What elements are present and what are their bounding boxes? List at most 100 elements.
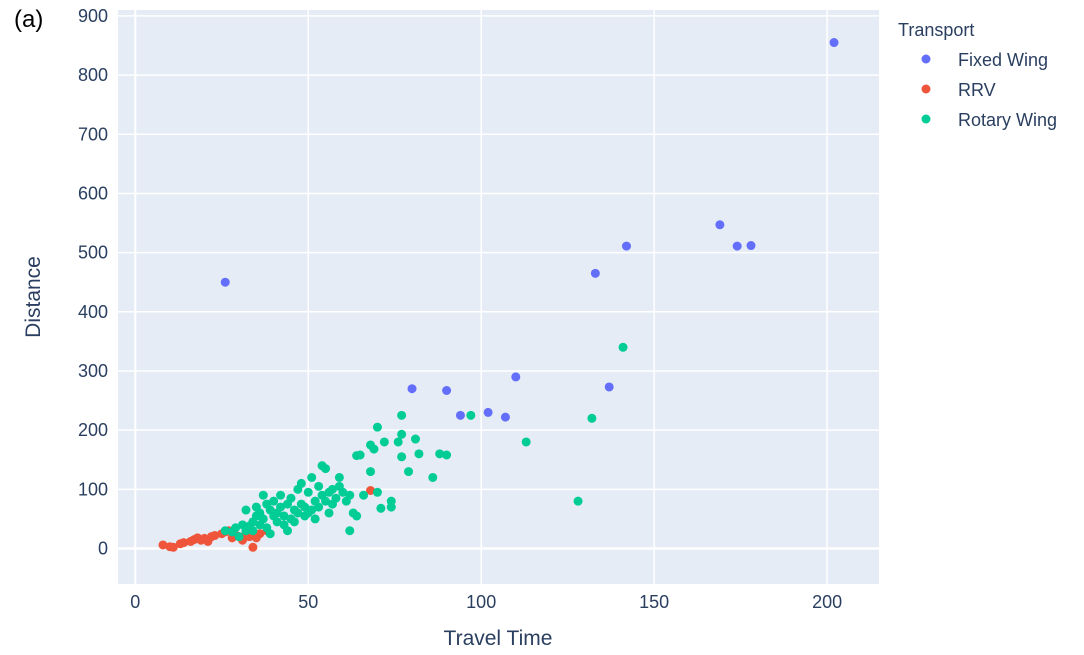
point-rotary-wing xyxy=(393,437,403,447)
point-rotary-wing xyxy=(345,490,355,500)
point-rotary-wing xyxy=(366,467,376,477)
point-fixed-wing xyxy=(442,385,452,395)
point-rrv xyxy=(168,542,178,552)
point-rotary-wing xyxy=(248,526,258,536)
legend-marker-fixed-wing xyxy=(921,54,931,64)
point-rotary-wing xyxy=(296,478,306,488)
point-rotary-wing xyxy=(521,437,531,447)
point-fixed-wing xyxy=(220,277,230,287)
y-tick-labels: 0 100 200 300 400 500 600 700 800 900 xyxy=(78,6,108,559)
point-rotary-wing xyxy=(265,529,275,539)
x-tick-label: 200 xyxy=(812,592,842,612)
point-fixed-wing xyxy=(621,241,631,251)
point-rotary-wing xyxy=(428,472,438,482)
point-rotary-wing xyxy=(410,434,420,444)
point-rotary-wing xyxy=(276,490,286,500)
point-rotary-wing xyxy=(314,502,324,512)
point-rotary-wing xyxy=(372,487,382,497)
legend-marker-rrv xyxy=(921,84,931,94)
y-tick-label: 600 xyxy=(78,183,108,203)
panel-label: (a) xyxy=(14,6,44,33)
point-fixed-wing xyxy=(590,268,600,278)
point-rotary-wing xyxy=(355,450,365,460)
point-rotary-wing xyxy=(324,508,334,518)
y-gridlines xyxy=(118,15,879,550)
y-tick-label: 500 xyxy=(78,243,108,263)
legend-label-rotary-wing: Rotary Wing xyxy=(958,110,1057,130)
x-tick-label: 0 xyxy=(130,592,140,612)
point-rotary-wing xyxy=(279,511,289,521)
point-rotary-wing xyxy=(258,514,268,524)
point-rotary-wing xyxy=(379,437,389,447)
point-rotary-wing xyxy=(303,487,313,497)
y-tick-label: 200 xyxy=(78,420,108,440)
point-rotary-wing xyxy=(307,472,317,482)
point-fixed-wing xyxy=(483,407,493,417)
y-tick-label: 300 xyxy=(78,361,108,381)
y-tick-label: 400 xyxy=(78,302,108,322)
point-rrv xyxy=(210,530,220,540)
point-rotary-wing xyxy=(359,490,369,500)
point-rotary-wing xyxy=(338,487,348,497)
legend-label-rrv: RRV xyxy=(958,80,996,100)
point-rotary-wing xyxy=(269,496,279,506)
legend-label-fixed-wing: Fixed Wing xyxy=(958,50,1048,70)
y-tick-label: 700 xyxy=(78,124,108,144)
point-rotary-wing xyxy=(618,342,628,352)
point-fixed-wing xyxy=(500,412,510,422)
point-rotary-wing xyxy=(234,532,244,542)
point-rotary-wing xyxy=(289,517,299,527)
point-fixed-wing xyxy=(407,384,417,394)
point-fixed-wing xyxy=(511,372,521,382)
point-fixed-wing xyxy=(455,410,465,420)
legend-marker-rotary-wing xyxy=(921,114,931,124)
point-rotary-wing xyxy=(321,496,331,506)
point-rotary-wing xyxy=(276,502,286,512)
point-rotary-wing xyxy=(466,410,476,420)
y-tick-label: 100 xyxy=(78,479,108,499)
point-rotary-wing xyxy=(345,526,355,536)
point-rotary-wing xyxy=(286,493,296,503)
y-axis-title: Distance xyxy=(22,256,45,338)
x-tick-label: 100 xyxy=(466,592,496,612)
point-rotary-wing xyxy=(314,481,324,491)
point-fixed-wing xyxy=(732,241,742,251)
point-rotary-wing xyxy=(307,505,317,515)
point-rotary-wing xyxy=(352,511,362,521)
point-rotary-wing xyxy=(397,429,407,439)
point-rotary-wing xyxy=(331,493,341,503)
point-rotary-wing xyxy=(397,452,407,462)
point-rrv xyxy=(255,529,265,539)
point-rotary-wing xyxy=(241,505,251,515)
point-rotary-wing xyxy=(397,410,407,420)
legend-title: Transport xyxy=(898,20,974,40)
point-rotary-wing xyxy=(573,496,583,506)
point-rotary-wing xyxy=(369,444,379,454)
point-rotary-wing xyxy=(220,526,230,536)
point-rrv xyxy=(158,540,168,550)
point-rotary-wing xyxy=(376,503,386,513)
point-rotary-wing xyxy=(327,484,337,494)
x-tick-labels: 0 50 100 150 200 xyxy=(130,592,842,612)
point-fixed-wing xyxy=(746,241,756,251)
point-fixed-wing xyxy=(829,38,839,48)
point-rotary-wing xyxy=(334,472,344,482)
point-rrv xyxy=(179,538,189,548)
x-tick-label: 50 xyxy=(298,592,318,612)
point-rotary-wing xyxy=(442,450,452,460)
point-rotary-wing xyxy=(386,502,396,512)
x-axis-title: Travel Time xyxy=(444,627,553,650)
point-rotary-wing xyxy=(293,508,303,518)
point-rotary-wing xyxy=(231,523,241,533)
point-rotary-wing xyxy=(587,413,597,423)
point-rotary-wing xyxy=(404,467,414,477)
y-tick-label: 800 xyxy=(78,65,108,85)
data-points xyxy=(158,38,839,552)
point-rotary-wing xyxy=(258,490,268,500)
plot-background xyxy=(118,10,879,584)
point-rotary-wing xyxy=(321,464,331,474)
point-rotary-wing xyxy=(414,449,424,459)
legend: Transport Fixed Wing RRV Rotary Wing xyxy=(898,20,1057,130)
y-tick-label: 0 xyxy=(98,538,108,558)
point-fixed-wing xyxy=(604,382,614,392)
